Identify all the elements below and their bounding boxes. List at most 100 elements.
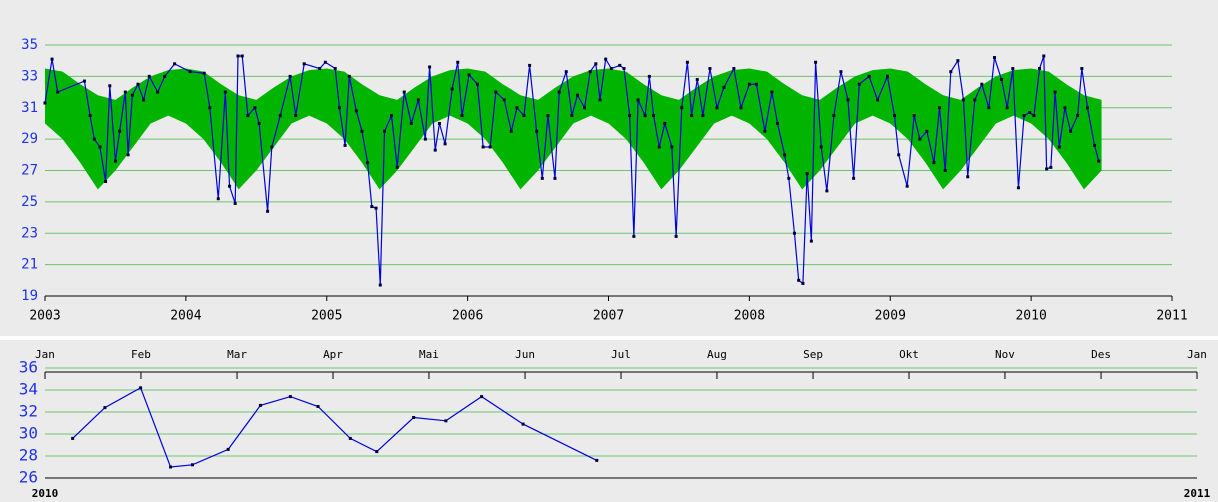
data-point — [787, 176, 791, 180]
data-point — [962, 98, 966, 102]
data-point — [118, 129, 122, 133]
y-tick-label: 21 — [21, 257, 38, 273]
data-point — [819, 145, 823, 149]
data-point — [685, 60, 689, 64]
year-label: 2010 — [32, 487, 59, 500]
data-point — [598, 98, 602, 102]
top-panel-bg — [0, 0, 1218, 336]
data-point — [1038, 67, 1042, 71]
data-point — [494, 90, 498, 94]
data-point — [949, 70, 953, 74]
data-point — [104, 179, 108, 183]
data-point — [783, 153, 787, 157]
data-point — [443, 142, 447, 146]
data-point — [1080, 67, 1084, 71]
data-point — [604, 57, 608, 61]
data-point — [776, 121, 780, 125]
data-point — [792, 231, 796, 235]
data-point — [754, 82, 758, 86]
x-tick-label: Jul — [611, 348, 631, 361]
data-point — [797, 278, 801, 282]
data-point — [1045, 167, 1049, 171]
data-point — [270, 145, 274, 149]
data-point — [594, 62, 598, 66]
data-point — [1063, 106, 1067, 110]
data-point — [992, 56, 996, 60]
data-point — [302, 62, 306, 66]
data-point — [540, 176, 544, 180]
data-point — [557, 90, 561, 94]
data-point — [809, 239, 813, 243]
data-point — [208, 106, 212, 110]
series-line — [44, 55, 1100, 286]
data-point — [1005, 106, 1009, 110]
data-point — [433, 148, 437, 152]
data-point — [657, 145, 661, 149]
data-point — [258, 403, 262, 407]
x-tick-label: Sep — [803, 348, 823, 361]
data-point — [366, 161, 370, 165]
x-tick-label: 2009 — [875, 309, 906, 324]
data-point — [246, 114, 250, 118]
data-point — [715, 106, 719, 110]
data-point — [226, 447, 230, 451]
year-label: 2011 — [1184, 487, 1211, 500]
data-point — [1097, 159, 1101, 163]
data-point — [925, 129, 929, 133]
data-point — [814, 60, 818, 64]
data-point — [647, 74, 651, 78]
y-tick-label: 34 — [19, 380, 38, 399]
data-point — [932, 161, 936, 165]
y-tick-label: 27 — [21, 163, 38, 179]
data-point — [288, 395, 292, 399]
data-point — [643, 114, 647, 118]
data-point — [701, 114, 705, 118]
data-point — [652, 114, 656, 118]
x-tick-label: 2011 — [1156, 309, 1187, 324]
data-point — [288, 74, 292, 78]
data-point — [156, 90, 160, 94]
data-point — [444, 419, 448, 423]
data-point — [595, 458, 599, 462]
data-point — [732, 67, 736, 71]
x-tick-label: Feb — [131, 348, 151, 361]
data-point — [450, 87, 454, 91]
data-point — [825, 189, 829, 193]
data-point — [337, 106, 341, 110]
x-tick-label: 2007 — [593, 309, 624, 324]
data-point — [240, 54, 244, 58]
data-point — [82, 79, 86, 83]
data-point — [628, 114, 632, 118]
data-point — [395, 165, 399, 169]
data-point — [1042, 54, 1046, 58]
data-point — [467, 73, 471, 77]
data-point — [857, 82, 861, 86]
data-point — [142, 98, 146, 102]
data-point — [1000, 78, 1004, 82]
data-point — [966, 175, 970, 179]
x-tick-label: Jan — [1187, 348, 1207, 361]
data-point — [839, 70, 843, 74]
x-tick-label: Aug — [707, 348, 727, 361]
data-point — [375, 450, 379, 454]
data-point — [876, 98, 880, 102]
data-point — [126, 153, 130, 157]
data-point — [233, 201, 237, 205]
data-point — [846, 98, 850, 102]
data-point — [805, 172, 809, 176]
x-tick-label: 2006 — [452, 309, 483, 324]
data-point — [223, 90, 227, 94]
data-point — [383, 129, 387, 133]
data-point — [1053, 90, 1057, 94]
data-point — [437, 121, 441, 125]
data-point — [228, 184, 232, 188]
data-point — [867, 74, 871, 78]
data-point — [663, 121, 667, 125]
data-point — [354, 109, 358, 113]
data-point — [130, 93, 134, 97]
data-point — [918, 137, 922, 141]
data-point — [535, 129, 539, 133]
data-point — [253, 106, 257, 110]
data-point — [956, 59, 960, 63]
